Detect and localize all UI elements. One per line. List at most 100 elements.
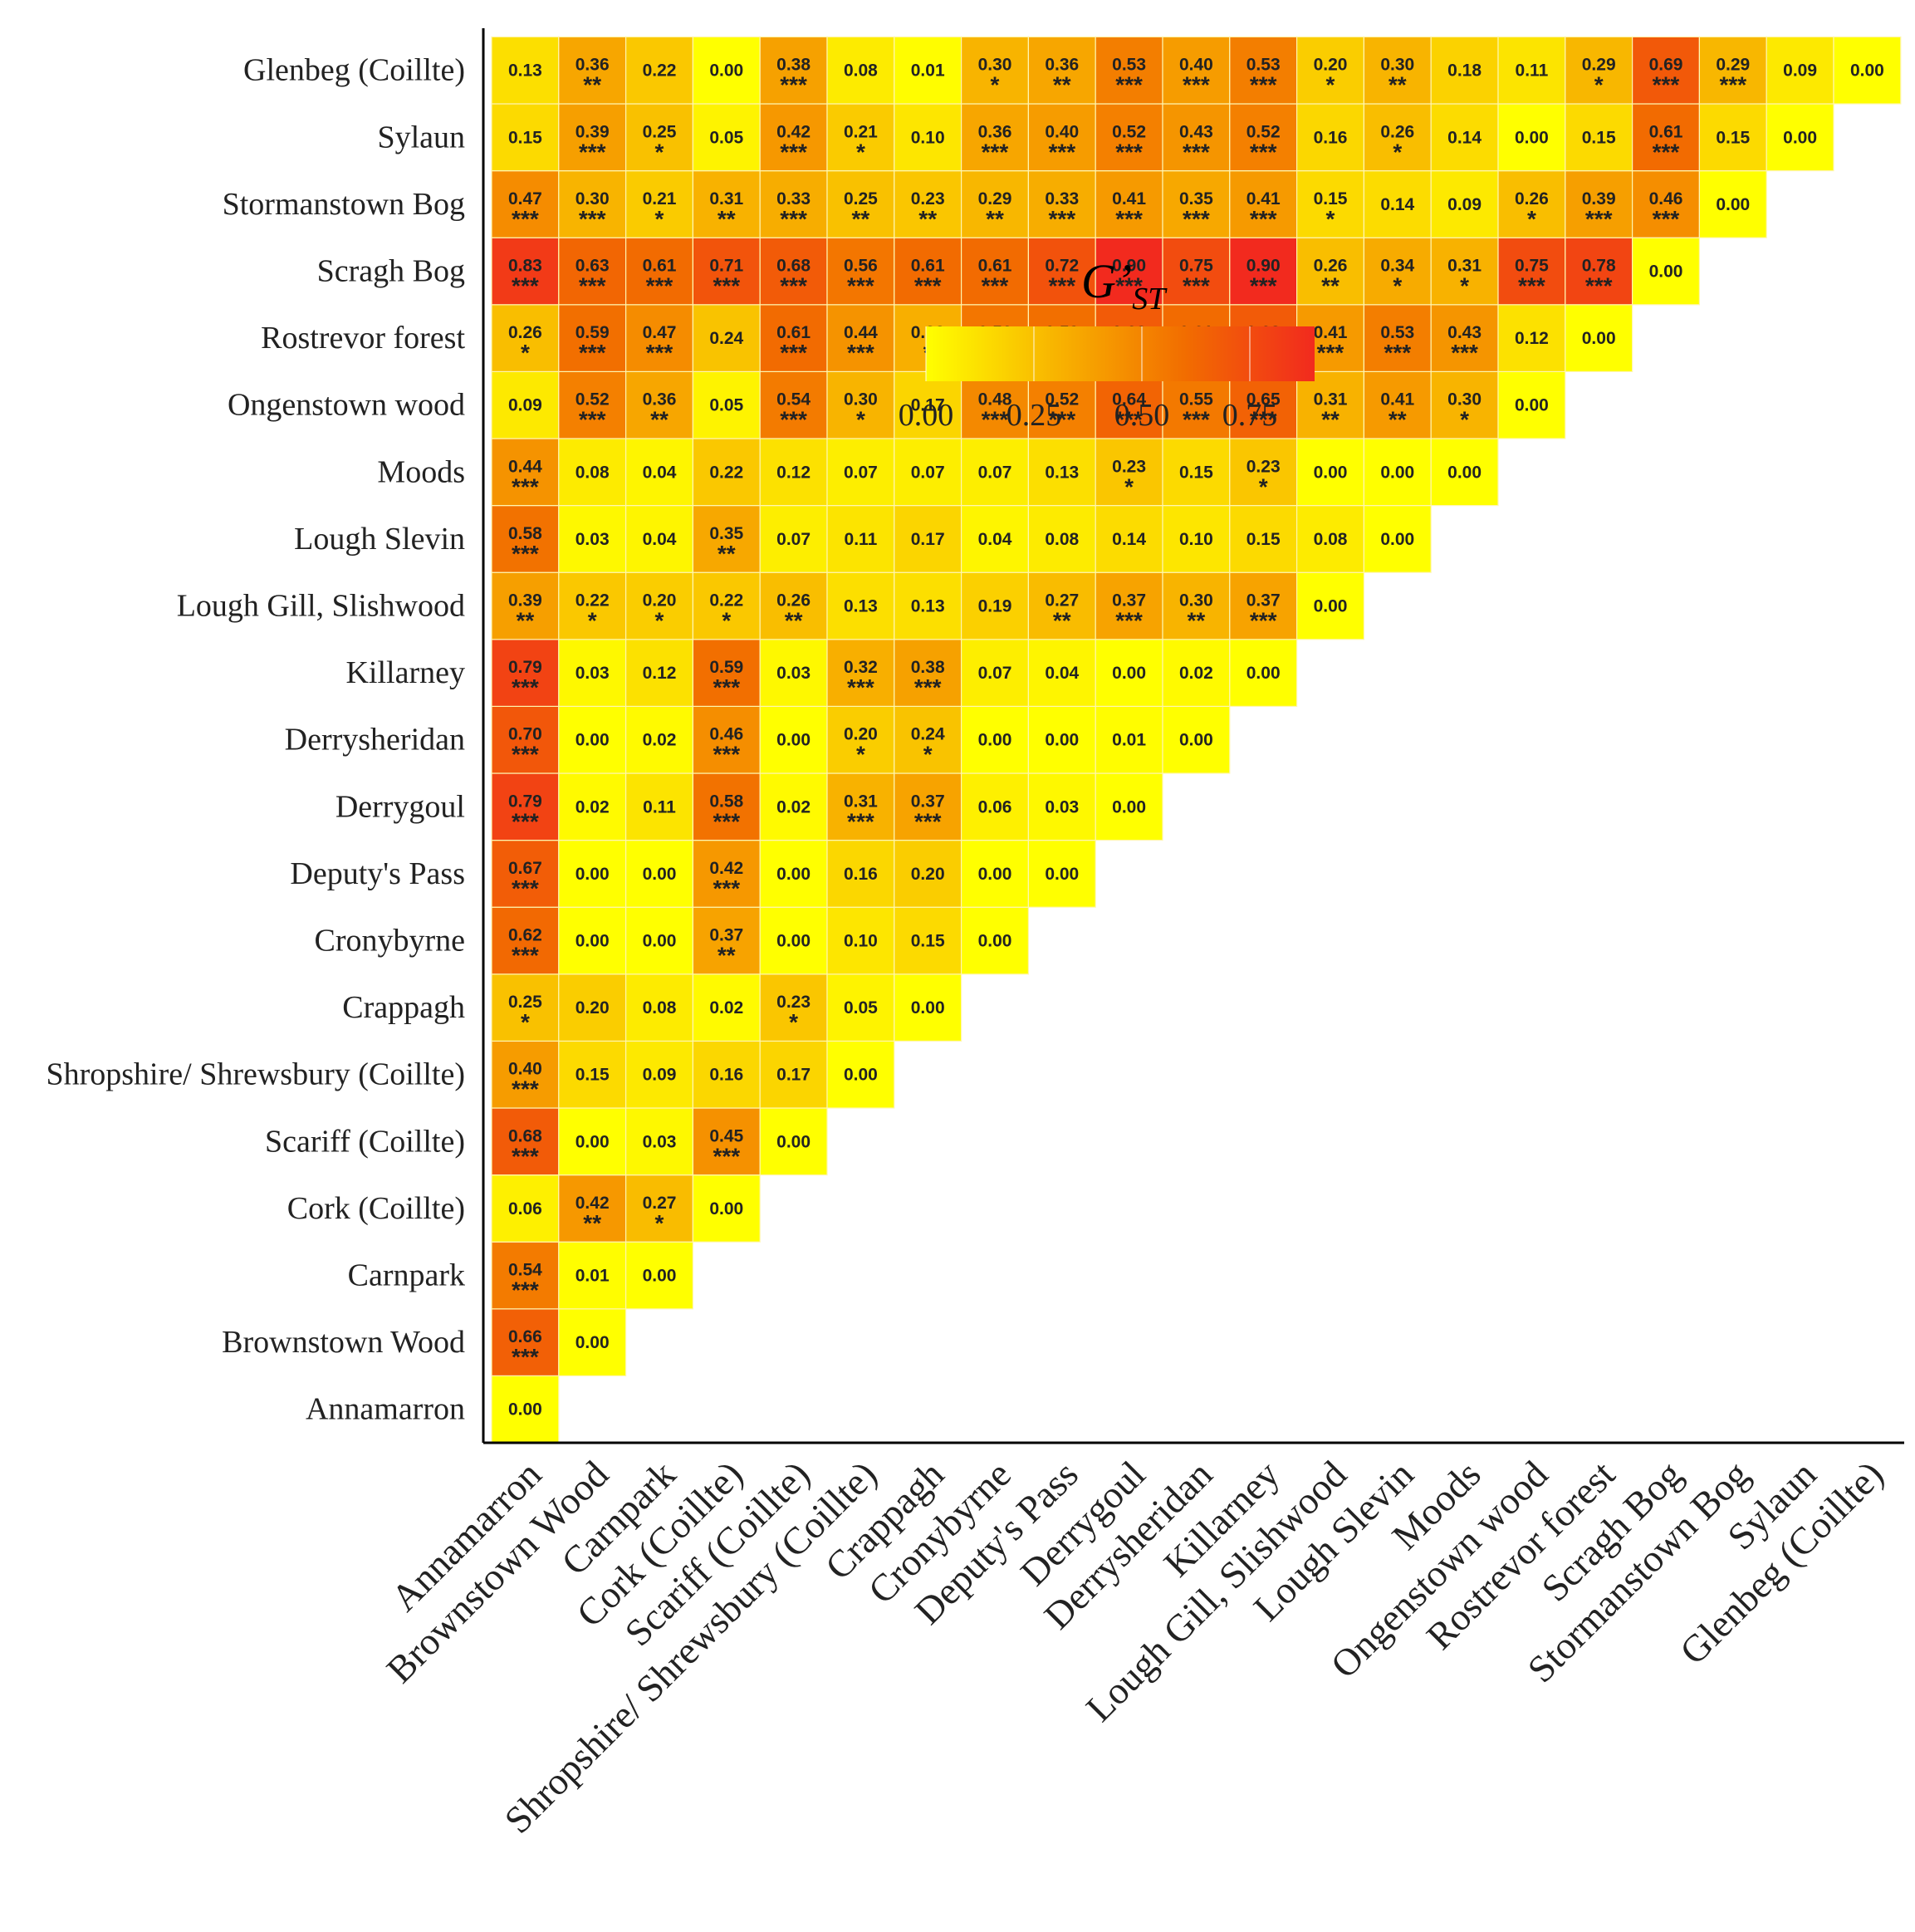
cell-value: 0.00 (1314, 463, 1348, 482)
cell-significance: *** (1384, 340, 1411, 365)
heatmap-cell (1295, 370, 1364, 439)
cell-value: 0.00 (575, 1132, 610, 1151)
cell-value: 0.04 (643, 463, 677, 482)
heatmap-cell (692, 973, 761, 1042)
cell-value: 0.08 (643, 998, 677, 1017)
heatmap-cell (692, 839, 761, 908)
cell-value: 0.02 (643, 731, 677, 750)
heatmap-cell (826, 772, 895, 841)
heatmap-cell (624, 839, 693, 908)
cell-value: 0.52 (1246, 122, 1281, 141)
heatmap-cell (558, 237, 627, 306)
heatmap-cell (1295, 103, 1364, 172)
row-label: Cronybyrne (314, 924, 465, 959)
heatmap-cell (894, 571, 962, 640)
cell-significance: * (655, 139, 664, 164)
heatmap-cell (1162, 36, 1231, 105)
cell-value: 0.23 (1112, 457, 1146, 476)
heatmap-cell (894, 504, 962, 573)
heatmap-cell (1095, 438, 1163, 507)
heatmap-cell (960, 839, 1029, 908)
cell-value: 0.66 (508, 1327, 542, 1346)
cell-significance: * (1527, 206, 1536, 232)
cell-value: 0.00 (1582, 329, 1616, 348)
cell-value: 0.10 (1179, 530, 1213, 549)
cell-significance: * (588, 608, 597, 634)
cell-value: 0.25 (508, 993, 542, 1012)
cell-significance: *** (1048, 273, 1075, 299)
cell-significance: ** (1321, 407, 1340, 433)
cell-value: 0.68 (508, 1126, 542, 1145)
cell-significance: *** (1115, 139, 1143, 164)
cell-significance: * (1393, 273, 1402, 299)
cell-value: 0.41 (1314, 323, 1348, 342)
cell-value: 0.17 (776, 1066, 811, 1085)
cell-value: 0.56 (844, 257, 878, 276)
heatmap-cell (692, 1174, 761, 1243)
heatmap-cell (558, 370, 627, 439)
row-label: Cork (Coillte) (287, 1191, 465, 1226)
cell-significance: *** (1250, 72, 1277, 98)
heatmap-cell (1430, 438, 1499, 507)
legend-colorbar (926, 326, 1315, 381)
heatmap-cell (558, 1107, 627, 1176)
cell-significance: *** (512, 875, 539, 901)
cell-significance: *** (847, 808, 874, 834)
heatmap-cell (692, 103, 761, 172)
cell-significance: *** (1183, 206, 1210, 232)
heatmap-cell (1363, 103, 1432, 172)
cell-value: 0.06 (978, 797, 1012, 816)
cell-value: 0.47 (508, 189, 542, 208)
cell-significance: ** (1388, 72, 1407, 98)
heatmap-cell (1027, 438, 1096, 507)
cell-value: 0.22 (575, 591, 610, 610)
heatmap-cell (1229, 170, 1298, 238)
cell-significance: *** (512, 1076, 539, 1102)
heatmap-cell (826, 36, 895, 105)
heatmap-cell (558, 973, 627, 1042)
cell-significance: *** (579, 273, 606, 299)
cell-value: 0.00 (1515, 396, 1549, 415)
heatmap-cell (1162, 504, 1231, 573)
cell-value: 0.05 (709, 396, 743, 415)
cell-value: 0.54 (776, 390, 811, 409)
cell-value: 0.64 (1112, 390, 1146, 409)
cell-value: 0.31 (1314, 390, 1348, 409)
cell-value: 0.00 (643, 1267, 677, 1286)
cell-value: 0.06 (508, 1199, 542, 1219)
cell-significance: *** (1115, 273, 1143, 299)
heatmap-cell (491, 1308, 560, 1377)
cell-significance: *** (713, 742, 740, 767)
cell-significance: ** (718, 943, 736, 968)
heatmap-cell (1295, 170, 1364, 238)
cell-significance: *** (512, 742, 539, 767)
cell-significance: ** (583, 1210, 601, 1236)
cell-value: 0.00 (575, 1333, 610, 1352)
cell-significance: *** (512, 273, 539, 299)
heatmap-cell (1095, 705, 1163, 774)
cell-value: 0.26 (1380, 122, 1414, 141)
cell-significance: *** (1451, 340, 1478, 365)
cell-value: 0.30 (575, 189, 610, 208)
cell-significance: *** (1719, 72, 1746, 98)
heatmap-cell (960, 504, 1029, 573)
cell-value: 0.20 (575, 998, 610, 1017)
cell-value: 0.26 (776, 591, 811, 610)
cell-value: 0.33 (776, 189, 811, 208)
heatmap-cell (960, 639, 1029, 707)
cell-significance: *** (1250, 139, 1277, 164)
heatmap-cell (960, 370, 1029, 439)
cell-value: 0.75 (1515, 257, 1549, 276)
cell-significance: * (923, 742, 933, 767)
cell-significance: *** (780, 407, 807, 433)
cell-value: 0.24 (911, 725, 945, 744)
cell-value: 0.53 (1246, 56, 1281, 75)
heatmap-cell (759, 103, 828, 172)
heatmap-cell (1229, 504, 1298, 573)
heatmap-cell (558, 1040, 627, 1109)
cell-value: 0.08 (844, 61, 878, 81)
cell-value: 0.07 (911, 463, 945, 482)
cell-value: 0.00 (776, 932, 811, 951)
cell-value: 0.41 (1380, 390, 1414, 409)
heatmap-cell (1229, 103, 1298, 172)
